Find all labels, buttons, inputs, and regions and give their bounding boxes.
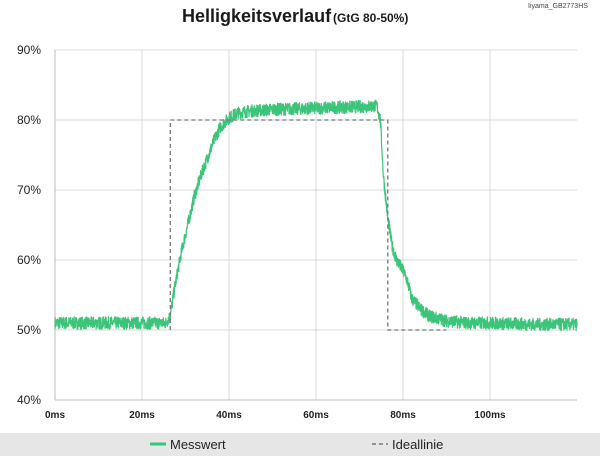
legend: Messwert Ideallinie — [150, 437, 443, 452]
y-axis-ticks: 40% 50% 60% 70% 80% 90% — [17, 43, 41, 407]
y-tick-label: 90% — [17, 43, 41, 57]
legend-label-messwert: Messwert — [170, 437, 226, 452]
series-layer — [54, 99, 578, 332]
y-tick-label: 60% — [17, 253, 41, 267]
y-tick-label: 80% — [17, 113, 41, 127]
series-line-ideallinie — [169, 119, 447, 331]
x-tick-label: 40ms — [216, 410, 242, 421]
model-label: Iiyama_GB2773HS — [528, 3, 588, 10]
chart-title: Helligkeitsverlauf — [182, 6, 332, 26]
x-tick-label: 20ms — [129, 410, 155, 421]
y-tick-label: 40% — [17, 393, 41, 407]
y-tick-label: 70% — [17, 183, 41, 197]
legend-background — [0, 433, 600, 456]
x-tick-label: 100ms — [474, 410, 506, 421]
x-tick-label: 60ms — [303, 410, 329, 421]
chart-subtitle: (GtG 80-50%) — [333, 11, 408, 25]
legend-label-ideallinie: Ideallinie — [392, 437, 443, 452]
x-tick-label: 0ms — [45, 410, 65, 421]
x-tick-label: 80ms — [390, 410, 416, 421]
y-tick-label: 50% — [17, 323, 41, 337]
gridlines — [54, 49, 577, 401]
x-axis-ticks: 0ms 20ms 40ms 60ms 80ms 100ms — [45, 410, 506, 421]
series-line-messwert — [54, 99, 578, 332]
